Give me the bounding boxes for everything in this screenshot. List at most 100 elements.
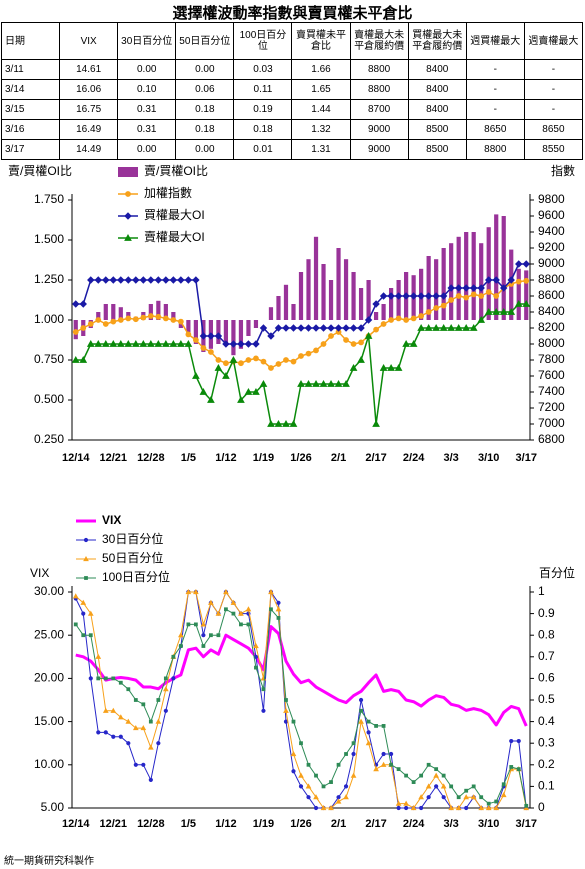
point <box>118 734 123 739</box>
bar <box>426 256 431 320</box>
x-tick-label: 3/10 <box>478 452 499 464</box>
point <box>395 800 402 806</box>
point <box>72 300 80 308</box>
table-cell: 16.49 <box>59 119 119 140</box>
point <box>276 616 281 620</box>
point <box>214 363 223 371</box>
point <box>103 676 108 681</box>
bar <box>366 280 371 320</box>
point <box>299 741 303 746</box>
point <box>402 292 410 300</box>
y2-axis-label: 指數 <box>551 163 575 178</box>
point <box>169 339 178 347</box>
point <box>477 315 486 323</box>
point <box>454 284 463 292</box>
bar <box>479 243 484 320</box>
point <box>365 740 372 746</box>
bar <box>163 304 168 320</box>
point <box>432 323 440 331</box>
y-tick-label: 30.00 <box>34 584 64 598</box>
point <box>500 792 507 798</box>
point <box>499 307 508 315</box>
point <box>289 324 298 332</box>
bar <box>306 259 311 320</box>
point <box>185 588 192 595</box>
point <box>193 622 198 627</box>
table-cell: 1.31 <box>291 139 351 160</box>
y-tick-label: 1.750 <box>34 192 64 206</box>
summary-table: 日期 VIX 30日百分位 50日百分位 100日百分位 賣買權未平倉比 賣權最大未平倉履約… <box>0 22 584 160</box>
point <box>441 773 446 778</box>
table-cell: 3/15 <box>0 99 61 120</box>
table-cell: 3/16 <box>0 119 61 140</box>
point <box>96 676 101 681</box>
table-cell: 8700 <box>349 99 409 120</box>
bar <box>388 288 394 320</box>
point <box>147 313 154 319</box>
point <box>237 340 245 348</box>
point <box>283 719 289 724</box>
point <box>126 741 131 746</box>
point <box>456 795 461 800</box>
x-tick-label: 1/5 <box>181 818 196 830</box>
point <box>229 340 238 348</box>
point <box>259 379 268 387</box>
point <box>192 337 199 343</box>
point <box>87 276 95 284</box>
y2-tick-label: 9600 <box>538 208 565 222</box>
point <box>425 783 432 789</box>
point <box>200 621 207 627</box>
x-tick-label: 3/17 <box>516 818 537 830</box>
y-tick-label: 1.250 <box>34 272 64 286</box>
point <box>524 803 529 808</box>
point <box>434 784 439 789</box>
bar <box>486 227 491 320</box>
point <box>336 762 341 767</box>
table-cell: - <box>523 59 584 80</box>
bar <box>216 320 221 344</box>
point <box>389 762 393 767</box>
table-cell: 14.49 <box>59 139 119 160</box>
point <box>380 761 387 767</box>
point <box>124 339 133 347</box>
point <box>148 777 153 783</box>
point <box>154 339 163 347</box>
point <box>291 769 296 774</box>
point <box>259 324 268 332</box>
bar <box>328 280 334 320</box>
point <box>95 317 102 323</box>
point <box>139 276 148 284</box>
bar <box>373 312 379 320</box>
y-tick-label: 15.00 <box>34 714 64 728</box>
bar <box>186 320 191 336</box>
bar <box>171 312 176 320</box>
point <box>381 724 386 728</box>
table-row: 3/11 14.61 0.00 0.00 0.03 1.66 8800 8400- - <box>0 59 584 80</box>
point <box>162 315 169 322</box>
x-tick-label: 1/26 <box>290 818 311 830</box>
point <box>102 321 109 327</box>
y-tick-label: 10.00 <box>34 757 64 771</box>
point <box>455 804 462 811</box>
point <box>419 773 424 778</box>
point <box>103 730 108 735</box>
line <box>75 625 528 727</box>
point <box>477 284 485 292</box>
y-axis-label: 賣/買權OI比 <box>8 163 72 178</box>
bar <box>351 272 356 320</box>
legend-label: 買權最大OI <box>144 208 205 222</box>
point <box>306 795 311 800</box>
point <box>186 622 191 627</box>
point <box>216 633 221 638</box>
point <box>252 387 260 395</box>
y2-tick-label: 0.8 <box>538 627 555 641</box>
table-cell: 9000 <box>349 139 409 160</box>
table-cell: 週買權最大 <box>465 22 525 60</box>
table-cell: 1.66 <box>291 59 351 80</box>
point <box>184 339 193 347</box>
point <box>455 293 462 299</box>
point <box>291 719 296 724</box>
point <box>261 687 266 692</box>
point <box>111 676 116 681</box>
